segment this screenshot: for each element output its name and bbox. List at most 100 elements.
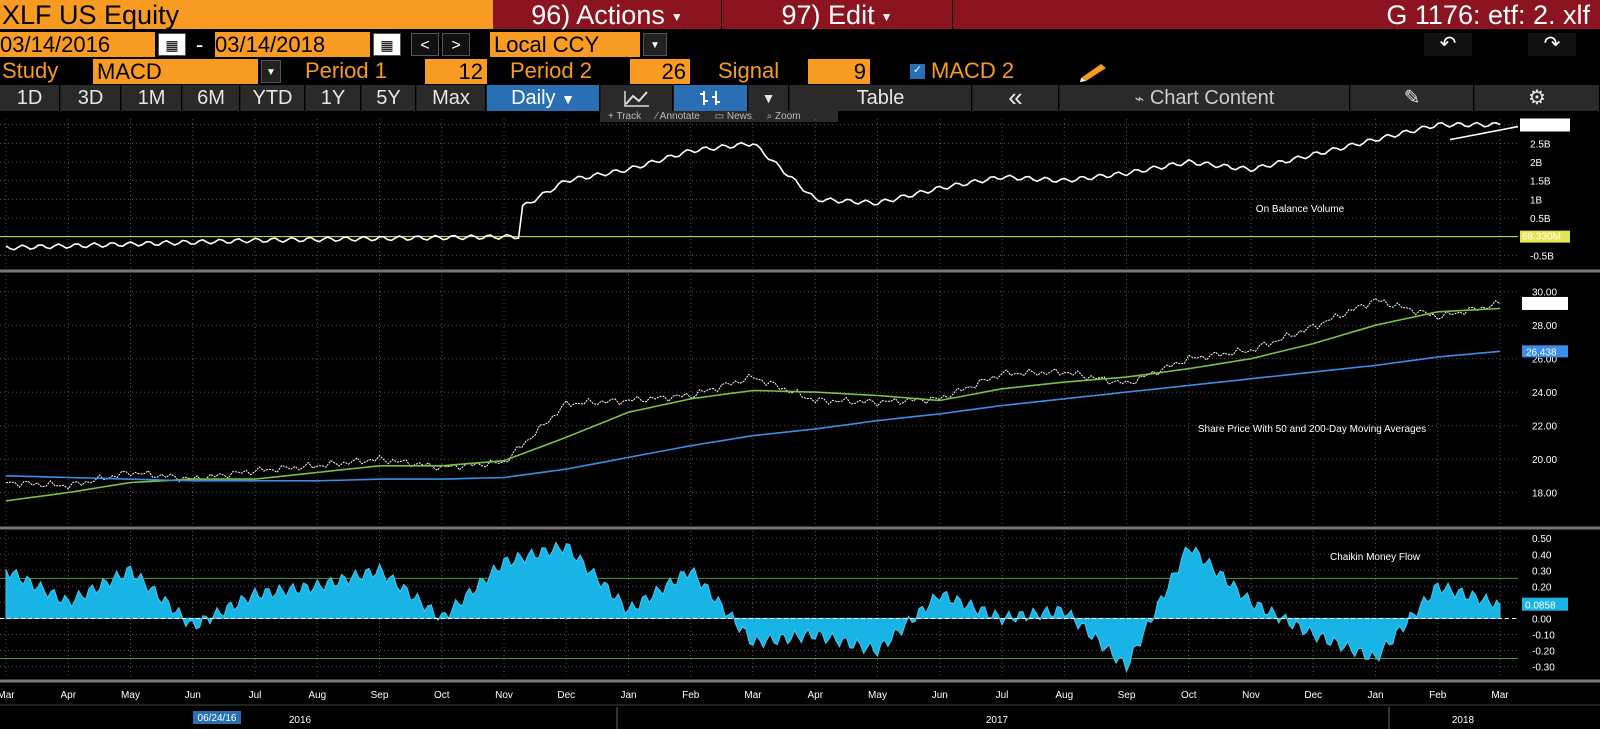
cmf-area [5,541,1501,674]
undo-icon[interactable]: ↶ [1424,33,1472,56]
zoom-button[interactable]: Zoom [775,111,801,122]
toolbar: 1D 3D 1M 6M YTD 1Y 5Y Max Daily ▼ ▼ Table « ⌁ C… [0,84,1600,111]
month-tick-label: Mar [1491,690,1509,701]
range-tab-max[interactable]: Max [417,85,486,111]
annotate-button[interactable]: Annotate [659,111,700,122]
month-tick-label: Mar [744,690,762,701]
period1-input[interactable]: 12 [425,59,487,84]
range-tab-3d[interactable]: 3D [61,85,121,111]
news-button[interactable]: News [726,111,752,122]
date-marker-box [193,711,241,724]
price-title: Share Price With 50 and 200-Day Moving A… [1198,424,1426,435]
calendar-icon[interactable]: ▦ [373,33,401,56]
month-tick-label: Aug [1055,690,1073,701]
study-bar: Study MACD ▼ Period 1 12 Period 2 26 Sig… [0,58,1600,84]
cmf-tick-label: 0.00 [1532,614,1552,625]
start-date-input[interactable]: 03/14/2016 [0,32,155,57]
line-chart-icon[interactable] [601,85,673,111]
range-tab-6m[interactable]: 6M [183,85,240,111]
end-date-input[interactable]: 03/14/2018 [215,32,370,57]
ma200-last-value-box [1522,345,1568,358]
obv-last-value: 2.984B [1523,120,1555,131]
actions-menu[interactable]: 96) Actions ▼ [493,0,721,30]
month-tick-label: Dec [1304,690,1322,701]
bar-chart-icon[interactable] [674,85,748,111]
interval-select[interactable]: Daily ▼ [487,85,600,111]
month-tick-label: Nov [1242,690,1260,701]
panel-1 [5,119,1501,269]
track-button[interactable]: Track [616,111,642,122]
month-tick-label: Jan [620,690,636,701]
range-tab-1y[interactable]: 1Y [306,85,361,111]
price-last-value-box [1522,296,1568,310]
range-tab-1d[interactable]: 1D [0,85,60,111]
obv-tick-label: 2.5B [1530,139,1551,150]
macd2-checkbox[interactable]: ✓ [910,64,925,79]
cmf-tick-label: -0.10 [1532,630,1555,641]
price-tick-label: 22.00 [1532,422,1557,433]
obv-ref-value: 68.330M [1522,232,1561,243]
obv-tick-label: 1B [1530,195,1543,206]
prev-button[interactable]: < [411,33,439,56]
period2-label: Period 2 [510,58,592,83]
table-button[interactable]: Table [790,85,972,111]
month-tick-label: Feb [1429,690,1447,701]
obv-last-value-box [1520,118,1570,132]
redo-icon[interactable]: ↷ [1528,33,1576,56]
date-marker-label: 06/24/16 [198,713,237,724]
cmf-tick-label: 0.50 [1532,534,1552,545]
obv-tick-label: 1.5B [1530,177,1551,188]
edit-menu[interactable]: 97) Edit ▼ [722,0,952,30]
study-select[interactable]: MACD [93,59,258,84]
news-icon[interactable]: ▭ [714,111,725,122]
chevron-down-icon: ▼ [880,9,893,24]
price-tick-label: 28.00 [1532,321,1557,332]
obv-ref-value-box [1520,230,1570,243]
series-line-50-day-ma [5,307,1501,502]
title-bar: XLF US Equity 96) Actions ▼ 97) Edit ▼ G 1… [0,0,1600,30]
chevron-down-icon[interactable]: ▼ [261,60,281,83]
gear-icon[interactable]: ⚙ [1475,85,1600,111]
edit-chart-icon[interactable]: ✎ [1351,85,1474,111]
series-line-price [5,298,1501,490]
month-tick-label: Sep [1118,690,1136,701]
price-tick-label: 18.00 [1532,489,1557,500]
chart-content-button[interactable]: ⌁ Chart Content [1060,85,1350,111]
chevron-down-icon: ▼ [561,91,575,107]
cmf-last-value-box [1522,597,1568,611]
price-tick-label: 30.00 [1532,288,1557,299]
period2-input[interactable]: 26 [630,59,690,84]
ticker-label[interactable]: XLF US Equity [0,0,493,30]
chart-content-label: Chart Content [1149,87,1275,109]
range-tab-1m[interactable]: 1M [122,85,182,111]
annotate-icon[interactable]: ⁄ [655,111,658,122]
month-tick-label: Jan [1367,690,1383,701]
obv-tick-label: -0.5B [1530,251,1554,262]
signal-input[interactable]: 9 [808,59,870,84]
currency-select[interactable]: Local CCY [490,32,640,57]
zoom-icon[interactable]: ⌕ [766,111,773,122]
chevron-down-icon[interactable]: ▼ [643,33,667,56]
ma200-last-value: 26.438 [1526,347,1557,358]
month-tick-label: Mar [0,690,15,701]
track-icon[interactable]: + [608,111,614,122]
calendar-icon[interactable]: ▦ [158,33,186,56]
month-tick-label: Jun [185,690,201,701]
range-tab-5y[interactable]: 5Y [362,85,416,111]
pencil-icon[interactable] [1077,60,1111,82]
next-button[interactable]: > [442,33,470,56]
price-tick-label: 26.00 [1532,355,1557,366]
chevron-down-icon: ▼ [670,9,683,24]
range-tab-ytd[interactable]: YTD [241,85,305,111]
chart-content-icon: ⌁ [1134,91,1145,108]
year-tick-label: 2018 [1452,715,1475,726]
month-tick-label: Aug [308,690,326,701]
month-tick-label: Dec [557,690,575,701]
collapse-icon[interactable]: « [973,84,1059,111]
date-range-bar: 03/14/2016 ▦ - 03/14/2018 ▦ < > Local CC… [0,30,1600,58]
actions-label: 96) Actions [531,0,665,30]
x-axis-bg [0,683,1600,729]
chevron-down-icon[interactable]: ▼ [749,85,789,111]
cmf-tick-label: 0.40 [1532,550,1552,561]
